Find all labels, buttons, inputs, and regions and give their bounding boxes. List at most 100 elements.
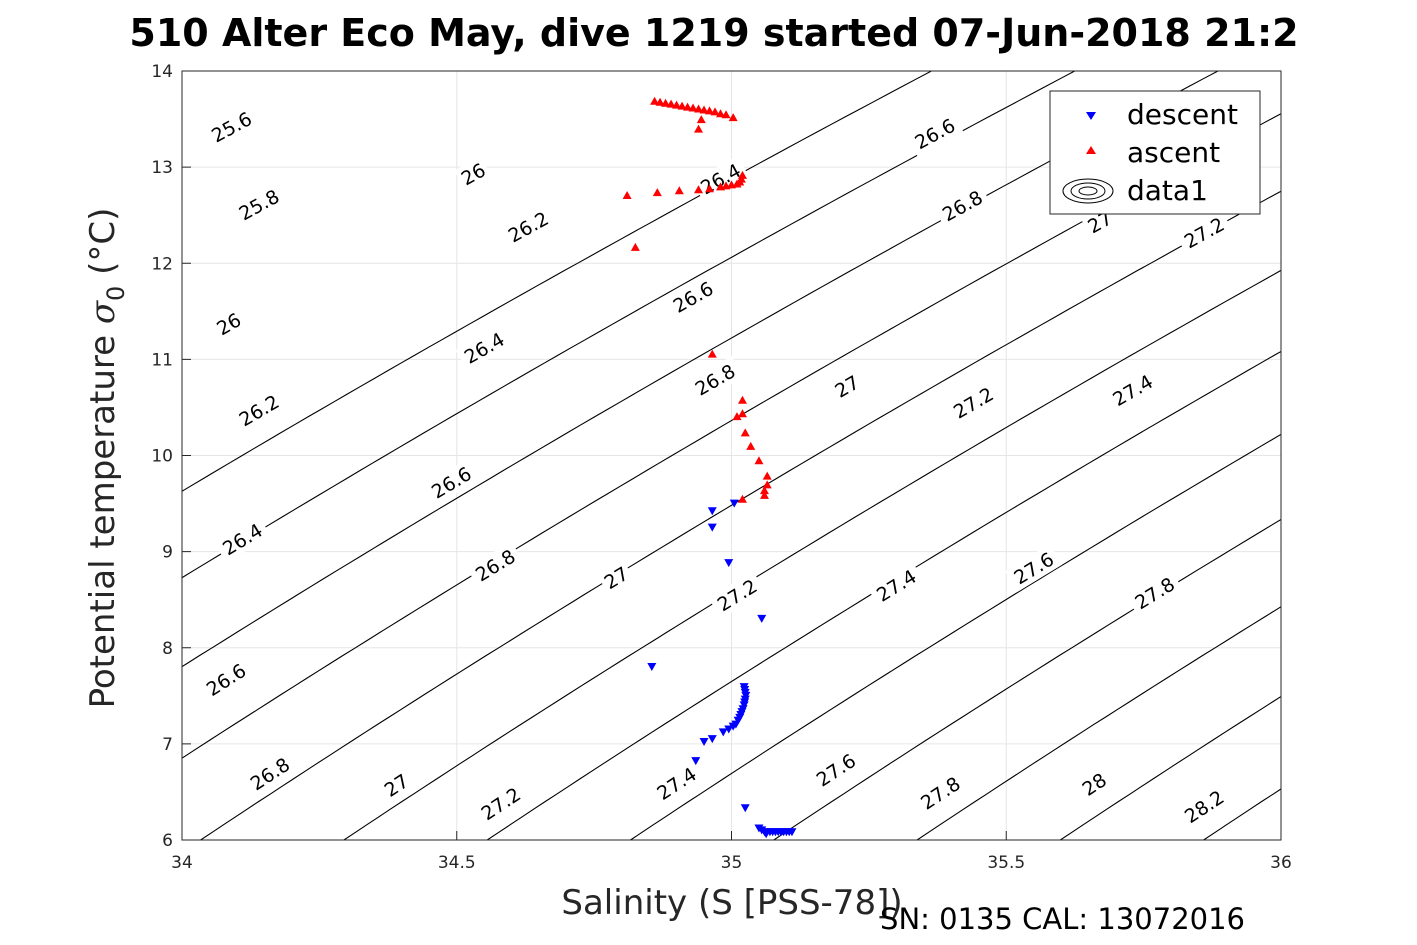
- descent-point: [707, 735, 717, 744]
- ascent-point: [710, 107, 720, 116]
- y-axis-label-sigma: σ: [83, 300, 123, 324]
- contour-label-background: [597, 559, 636, 596]
- legend: descent ascent data1: [1049, 90, 1261, 215]
- contour-label-background: [708, 571, 766, 619]
- ascent-point: [622, 191, 632, 200]
- contour-line: [486, 350, 1281, 840]
- contour-label-background: [1104, 366, 1162, 414]
- ascent-point: [728, 113, 738, 122]
- ascent-point: [740, 428, 750, 437]
- ascent-point: [694, 124, 704, 133]
- y-tick-label: 13: [151, 158, 173, 178]
- chart-title: 510 Alter Eco May, dive 1219 started 07-…: [129, 11, 1298, 55]
- y-axis-label-main: Potential temperature: [83, 324, 123, 708]
- contour-label-background: [422, 458, 480, 506]
- descent-point: [787, 828, 797, 837]
- legend-descent-marker: [1086, 112, 1096, 120]
- descent-point: [724, 559, 734, 568]
- contour-label-background: [230, 386, 288, 434]
- contour-line: [630, 433, 1281, 840]
- contour-line: [343, 269, 1281, 840]
- y-axis-label-unit: (°C): [83, 208, 123, 286]
- descent-point: [740, 804, 750, 813]
- legend-box: [1049, 90, 1261, 215]
- contour-label-background: [466, 541, 524, 589]
- contour-label-background: [472, 779, 530, 828]
- contour-label-background: [648, 759, 705, 808]
- ascent-point: [696, 115, 706, 124]
- legend-data1-label: data1: [1127, 174, 1208, 207]
- descent-point: [707, 507, 717, 516]
- x-tick-label: 34.5: [438, 853, 476, 873]
- contour-label-background: [911, 768, 969, 818]
- descent-point: [691, 757, 701, 766]
- descent-point: [724, 725, 734, 734]
- contour-label: 28: [1075, 765, 1114, 803]
- series-descent: [647, 499, 797, 839]
- ascent-point: [705, 106, 715, 115]
- ascent-point: [672, 100, 682, 109]
- y-axis-label-subscript: 0: [102, 286, 130, 301]
- ascent-point: [759, 490, 769, 499]
- ascent-point: [683, 102, 693, 111]
- contour-label-background: [454, 156, 493, 192]
- descent-point: [729, 499, 739, 508]
- contour-label-background: [933, 182, 991, 229]
- descent-point: [740, 695, 750, 704]
- y-tick-label: 14: [151, 62, 173, 82]
- ascent-point: [737, 494, 747, 503]
- contour-label-background: [944, 379, 1002, 427]
- ascent-point: [655, 97, 665, 106]
- contour-line: [182, 71, 1075, 579]
- contour-label-background: [1175, 209, 1233, 256]
- descent-point: [757, 614, 767, 623]
- contour-label-background: [1075, 765, 1114, 803]
- ascent-point: [762, 471, 772, 480]
- y-tick-label: 11: [151, 350, 173, 370]
- descent-point: [718, 728, 728, 737]
- ascent-point: [732, 412, 742, 421]
- contour-line: [773, 518, 1281, 840]
- contour-line: [916, 606, 1281, 840]
- contour-label-background: [1005, 544, 1063, 592]
- ascent-point: [707, 349, 717, 358]
- contour-line: [182, 71, 932, 492]
- legend-descent-label: descent: [1127, 98, 1238, 131]
- ascent-point: [716, 109, 726, 118]
- contour-label-background: [377, 766, 416, 804]
- contour-label-background: [209, 305, 248, 342]
- ascent-point: [737, 170, 747, 179]
- legend-ascent-label: ascent: [1127, 136, 1220, 169]
- ascent-point: [650, 96, 660, 105]
- y-tick-label: 9: [162, 543, 173, 563]
- y-tick-label: 6: [162, 831, 173, 851]
- ascent-point: [759, 486, 769, 495]
- ascent-point: [762, 480, 772, 489]
- contour-label-background: [1126, 569, 1184, 617]
- descent-point: [754, 824, 764, 833]
- x-tick-label: 35: [721, 853, 743, 873]
- ascent-point: [652, 188, 662, 197]
- y-axis-label: Potential temperature σ0 (°C): [83, 208, 130, 709]
- y-tick-label: 7: [162, 735, 173, 755]
- descent-point: [699, 737, 709, 746]
- ascent-point: [721, 110, 731, 119]
- contour-label-background: [906, 110, 964, 157]
- legend-ascent-marker: [1086, 146, 1096, 154]
- contour-line: [200, 190, 1281, 840]
- serial-calibration-footer: SN: 0135 CAL: 13072016: [880, 902, 1245, 936]
- descent-point: [739, 683, 749, 692]
- contour-label-background: [499, 203, 557, 250]
- contour-label-background: [1175, 782, 1233, 831]
- descent-point: [761, 830, 771, 839]
- ascent-point: [737, 395, 747, 404]
- contour-label-background: [230, 181, 288, 228]
- ascent-point: [674, 186, 684, 195]
- x-tick-label: 34: [171, 853, 193, 873]
- descent-point: [707, 523, 717, 532]
- data-points: [622, 96, 797, 839]
- ascent-point: [694, 104, 704, 113]
- ascent-point: [754, 456, 764, 465]
- contour-label-background: [827, 368, 866, 405]
